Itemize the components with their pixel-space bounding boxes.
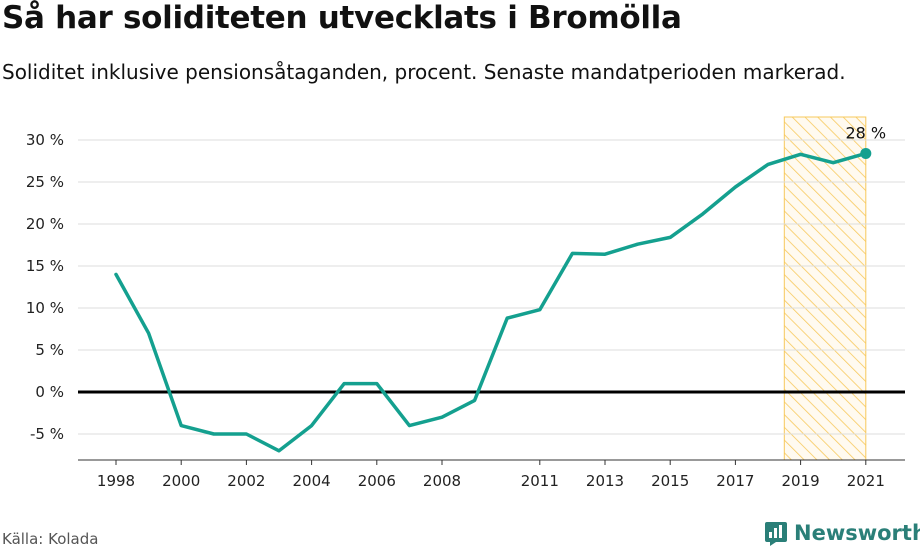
y-tick-label: 30 %	[26, 131, 64, 149]
x-tick-label: 2015	[651, 472, 689, 490]
x-tick-label: 2011	[521, 472, 559, 490]
source-label: Källa: Kolada	[2, 530, 99, 548]
x-tick-label: 2004	[293, 472, 331, 490]
brand-logo: Newsworthy	[764, 520, 920, 546]
series-line	[114, 151, 868, 453]
y-tick-label: 0 %	[35, 383, 64, 401]
x-tick-label: 2006	[358, 472, 396, 490]
y-tick-label: 15 %	[26, 257, 64, 275]
chart-subtitle: Soliditet inklusive pensionsåtaganden, p…	[2, 60, 846, 84]
y-tick-label: 25 %	[26, 173, 64, 191]
x-tick-label: 2021	[847, 472, 885, 490]
y-tick-label: 20 %	[26, 215, 64, 233]
mandate-period-highlight	[783, 116, 867, 461]
x-tick-label: 2008	[423, 472, 461, 490]
chart-title: Så har soliditeten utvecklats i Bromölla	[2, 0, 682, 36]
y-tick-label: -5 %	[30, 425, 64, 443]
end-point-marker	[860, 147, 872, 159]
brand-name: Newsworthy	[794, 521, 920, 545]
newsworthy-logo-icon	[765, 522, 787, 546]
x-tick-label: 2013	[586, 472, 624, 490]
x-tick-label: 2000	[162, 472, 200, 490]
x-tick-label: 1998	[97, 472, 135, 490]
end-value-label: 28 %	[845, 123, 886, 142]
x-tick-label: 2002	[227, 472, 265, 490]
x-tick-label: 2019	[782, 472, 820, 490]
x-tick-label: 2017	[716, 472, 754, 490]
y-tick-label: 10 %	[26, 299, 64, 317]
y-tick-label: 5 %	[35, 341, 64, 359]
